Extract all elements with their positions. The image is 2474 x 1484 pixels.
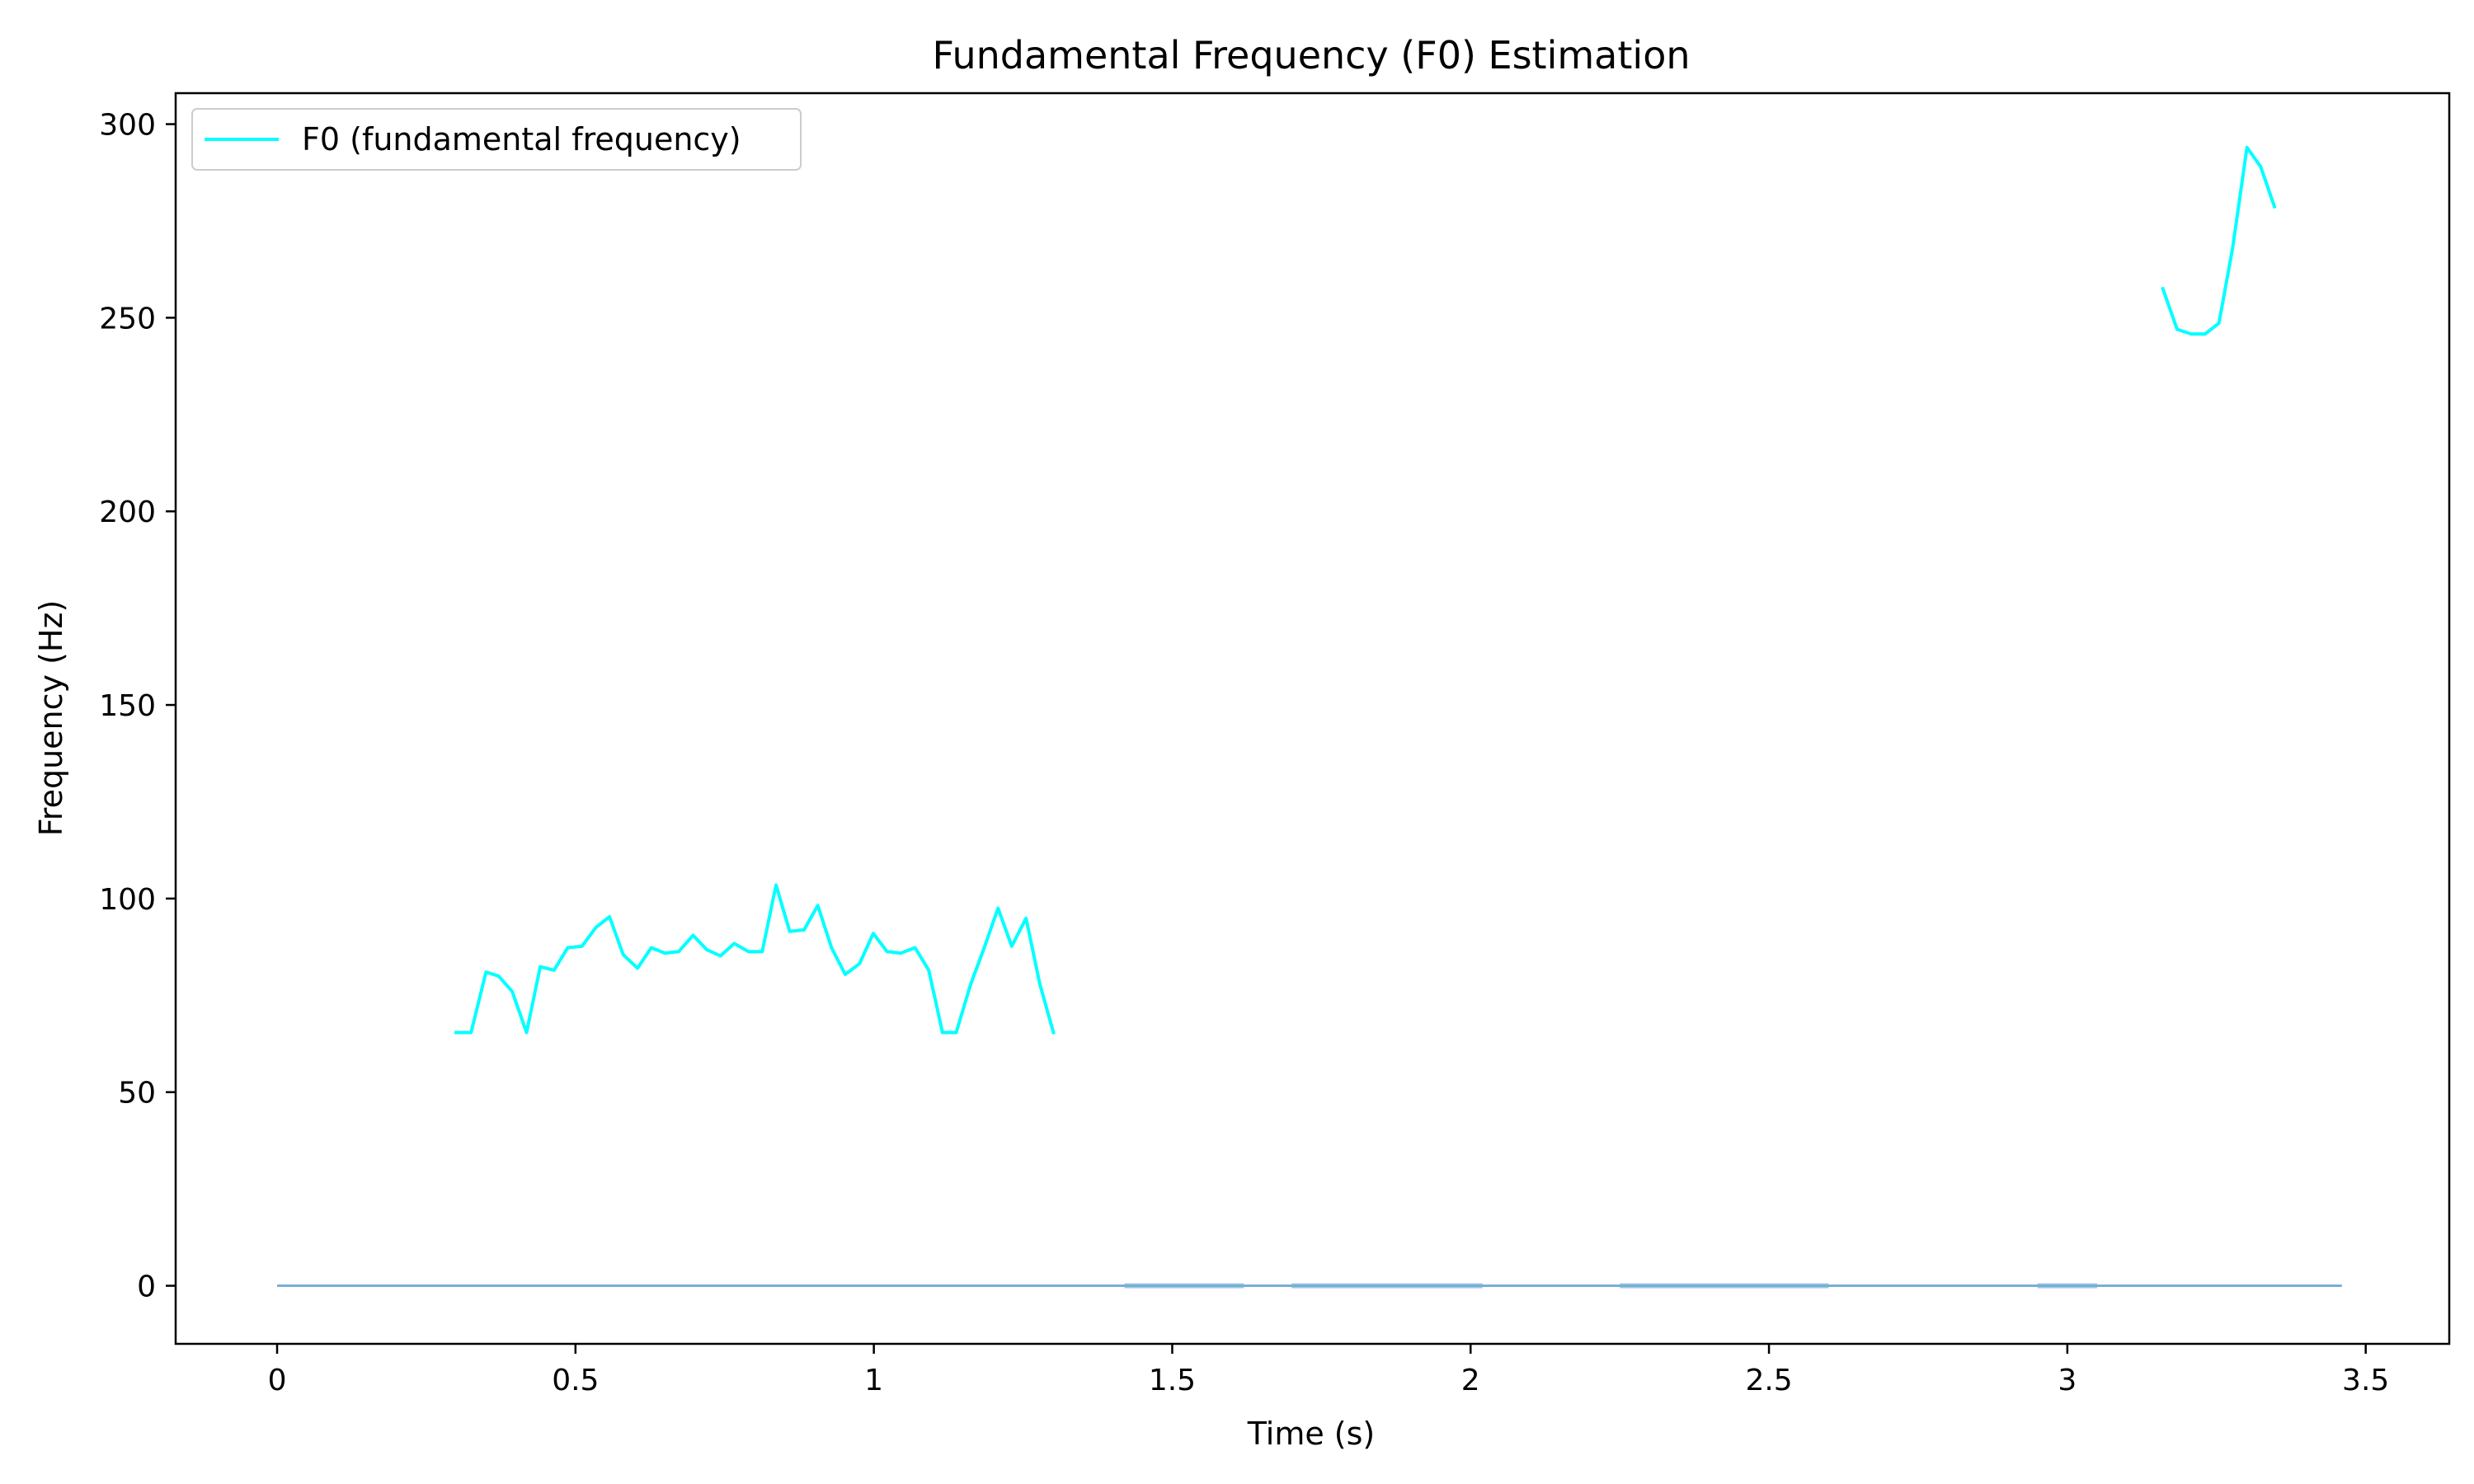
y-tick-label: 250 bbox=[99, 302, 156, 336]
y-tick-label: 50 bbox=[118, 1077, 156, 1111]
x-tick-label: 0.5 bbox=[552, 1364, 599, 1397]
x-tick-label: 1 bbox=[864, 1364, 883, 1397]
y-axis-label: Frequency (Hz) bbox=[33, 600, 69, 837]
y-tick-label: 200 bbox=[99, 495, 156, 529]
chart-title: Fundamental Frequency (F0) Estimation bbox=[933, 33, 1691, 77]
baseline-dense-region-0 bbox=[1124, 1283, 1244, 1289]
y-axis: 0 50 100 150 200 250 300 bbox=[99, 109, 176, 1304]
axes-frame bbox=[174, 92, 2451, 1345]
f0-series-line-segment-0 bbox=[454, 883, 1056, 1035]
x-axis-label: Time (s) bbox=[1247, 1416, 1376, 1452]
x-tick-label: 0 bbox=[268, 1364, 287, 1397]
y-tick-label: 100 bbox=[99, 883, 156, 917]
x-tick-label: 2.5 bbox=[1745, 1364, 1792, 1397]
baseline-dense-region-3 bbox=[2037, 1283, 2098, 1289]
y-tick-label: 0 bbox=[137, 1270, 156, 1304]
y-tick-label: 300 bbox=[99, 109, 156, 143]
f0-series-line-segment-1 bbox=[2161, 145, 2277, 336]
x-axis: 0 0.5 1 1.5 2 2.5 3 3.5 bbox=[268, 1344, 2389, 1397]
baseline-dense-region-1 bbox=[1291, 1283, 1483, 1289]
y-tick-label: 150 bbox=[99, 689, 156, 723]
legend-label-f0: F0 (fundamental frequency) bbox=[302, 121, 741, 157]
legend-box bbox=[191, 108, 802, 171]
baseline-dense-region-2 bbox=[1620, 1283, 1829, 1289]
plot-area bbox=[277, 145, 2342, 1289]
x-tick-label: 3.5 bbox=[2342, 1364, 2389, 1397]
x-tick-label: 3 bbox=[2058, 1364, 2077, 1397]
x-tick-label: 1.5 bbox=[1149, 1364, 1196, 1397]
legend: F0 (fundamental frequency) bbox=[191, 108, 802, 171]
x-tick-label: 2 bbox=[1461, 1364, 1480, 1397]
